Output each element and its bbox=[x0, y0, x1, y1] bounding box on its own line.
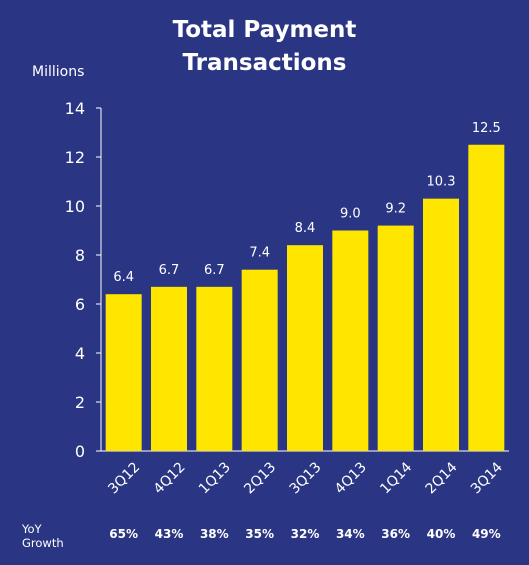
bar-value-label: 7.4 bbox=[249, 246, 270, 261]
chart-title-line-2: Transactions bbox=[182, 50, 347, 76]
yoy-growth-value: 36% bbox=[381, 527, 411, 541]
chart-title: Total Payment Transactions bbox=[0, 14, 529, 80]
bar-value-label: 10.3 bbox=[427, 175, 456, 190]
yoy-growth-value: 38% bbox=[199, 527, 229, 541]
yoy-growth-label: YoY Growth bbox=[22, 522, 64, 550]
y-tick-label: 2 bbox=[75, 393, 85, 412]
yoy-growth-value: 35% bbox=[245, 527, 275, 541]
yoy-growth-value: 32% bbox=[290, 527, 320, 541]
x-tick-label: 4Q13 bbox=[332, 459, 370, 497]
yoy-growth-value: 49% bbox=[471, 527, 501, 541]
x-tick-label: 1Q14 bbox=[377, 459, 415, 497]
x-tick-label: 3Q14 bbox=[468, 459, 506, 497]
bar bbox=[423, 198, 459, 451]
y-tick-label: 0 bbox=[75, 442, 85, 461]
yoy-growth-label-line-1: YoY bbox=[22, 522, 42, 536]
bar bbox=[151, 286, 187, 451]
y-tick-label: 12 bbox=[65, 148, 85, 167]
bar bbox=[196, 286, 233, 451]
bar-value-label: 6.7 bbox=[204, 263, 225, 278]
x-tick-label: 3Q13 bbox=[287, 459, 325, 497]
bar bbox=[105, 294, 142, 451]
x-tick-label: 1Q13 bbox=[196, 459, 234, 497]
chart-title-line-1: Total Payment bbox=[172, 17, 357, 43]
yoy-growth-value: 43% bbox=[154, 527, 184, 541]
bar bbox=[241, 269, 278, 451]
bar-value-label: 6.4 bbox=[113, 270, 134, 285]
bar bbox=[332, 230, 369, 451]
y-tick-label: 10 bbox=[65, 197, 85, 216]
bar-value-label: 6.7 bbox=[159, 263, 180, 278]
x-tick-label: 3Q12 bbox=[105, 459, 143, 497]
bar bbox=[468, 144, 505, 451]
yoy-growth-value: 34% bbox=[335, 527, 365, 541]
yoy-growth-value: 40% bbox=[426, 527, 456, 541]
bar-value-label: 9.0 bbox=[340, 207, 361, 222]
y-tick-label: 14 bbox=[65, 99, 85, 118]
yoy-growth-value: 65% bbox=[109, 527, 139, 541]
bar-value-label: 12.5 bbox=[472, 121, 501, 136]
bar-value-label: 8.4 bbox=[295, 221, 316, 236]
y-tick-label: 4 bbox=[75, 344, 85, 363]
y-tick-label: 8 bbox=[75, 246, 85, 265]
x-tick-label: 2Q13 bbox=[241, 459, 279, 497]
x-tick-label: 4Q12 bbox=[151, 459, 189, 497]
y-axis-unit-label: Millions bbox=[32, 64, 85, 80]
x-tick-label: 2Q14 bbox=[423, 459, 461, 497]
bar bbox=[287, 245, 323, 451]
bar bbox=[377, 225, 414, 451]
yoy-growth-label-line-2: Growth bbox=[22, 536, 64, 550]
y-tick-label: 6 bbox=[75, 295, 85, 314]
bar-value-label: 9.2 bbox=[385, 202, 406, 217]
